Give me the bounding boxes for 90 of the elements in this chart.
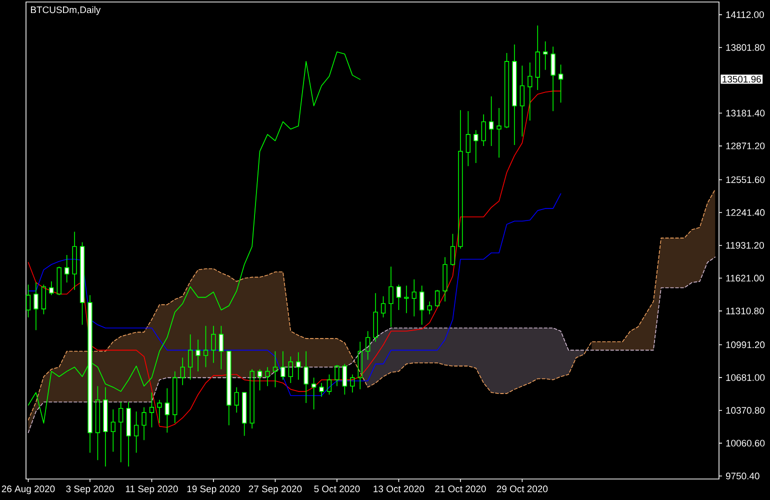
candlestick (196, 339, 200, 372)
candlestick (474, 130, 478, 164)
candlestick (134, 411, 139, 454)
candlestick (64, 254, 70, 283)
candlestick (80, 242, 85, 326)
y-tick-label: 10370.80 (726, 407, 765, 414)
y-tick-label: 10991.20 (726, 341, 765, 348)
candlestick (550, 46, 556, 112)
candlestick (504, 52, 510, 128)
x-tick-label: 21 Oct 2020 (435, 486, 486, 492)
candlestick (558, 64, 564, 104)
candlestick (95, 386, 100, 461)
candlestick (203, 325, 208, 368)
y-tick-label: 14112.00 (726, 11, 764, 18)
candlestick (420, 285, 424, 326)
candlestick (427, 301, 432, 315)
y-tick-label: 13801.80 (726, 44, 765, 51)
y-tick-label: 10681.00 (726, 374, 765, 381)
y-tick-label: 11931.20 (726, 242, 764, 249)
candlestick (226, 350, 232, 426)
candlestick (319, 382, 324, 398)
x-tick-label: 27 Sep 2020 (248, 486, 302, 494)
y-tick-label: 11621.00 (726, 274, 764, 282)
y-tick-label: 13181.40 (726, 110, 765, 116)
candlestick (404, 285, 409, 314)
candlestick (543, 40, 548, 70)
x-tick-label: 29 Oct 2020 (496, 486, 548, 492)
x-tick-label: 19 Sep 2020 (187, 486, 240, 494)
candlestick (466, 110, 470, 167)
candlestick (334, 364, 340, 387)
candlestick (450, 233, 456, 266)
candlestick (250, 368, 254, 429)
candlestick (288, 356, 293, 384)
candlestick (458, 110, 463, 250)
candlestick (110, 409, 116, 452)
candlestick (126, 402, 131, 467)
x-tick-label: 26 Aug 2020 (2, 486, 55, 494)
candlestick (280, 350, 286, 380)
candlestick (265, 366, 270, 387)
candlestick (211, 325, 216, 364)
candlestick (218, 325, 224, 370)
chart-title: BTCUSDm,Daily (30, 6, 101, 16)
candlestick (304, 350, 308, 404)
x-tick-label: 11 Sep 2020 (126, 486, 178, 494)
candlestick (49, 281, 54, 296)
candlestick (481, 114, 486, 146)
y-tick-label: 10060.60 (726, 440, 765, 447)
candlestick (103, 386, 108, 467)
candlestick (311, 377, 316, 410)
candlestick (528, 62, 532, 122)
y-tick-label: 12551.60 (726, 176, 765, 184)
candlestick (296, 352, 301, 380)
y-tick-label: 9750.40 (726, 472, 760, 480)
candlestick (188, 334, 193, 380)
y-tick-label: 11310.80 (726, 308, 764, 314)
candlestick (257, 368, 262, 391)
candlestick (388, 266, 394, 328)
x-tick-label: 13 Oct 2020 (374, 486, 424, 492)
candlestick (242, 392, 247, 436)
candlestick (180, 357, 185, 386)
candlestick (350, 374, 355, 393)
candlestick (380, 296, 386, 318)
y-tick-label: 12871.20 (726, 142, 765, 150)
x-tick-label: 3 Sep 2020 (66, 486, 114, 494)
candlestick (442, 256, 448, 302)
candlestick (272, 350, 278, 388)
candlestick (234, 386, 239, 413)
candlestick (72, 231, 77, 290)
candlestick (342, 364, 348, 395)
candlestick (26, 284, 31, 318)
candlestick (520, 65, 525, 137)
candlestick (118, 402, 124, 463)
candlestick (488, 96, 494, 146)
candlestick (373, 292, 378, 342)
candlestick (396, 284, 402, 310)
candlestick (157, 399, 162, 424)
candlestick (149, 392, 154, 428)
x-tick-label: 5 Oct 2020 (314, 486, 360, 492)
candlestick (535, 25, 540, 90)
candlestick (366, 330, 370, 360)
candlestick (412, 278, 416, 317)
candlestick (164, 388, 170, 434)
candlestick (142, 406, 146, 440)
candlestick (512, 44, 517, 146)
candlestick (496, 108, 502, 158)
candlestick (358, 341, 362, 390)
text: 13501.96 (722, 76, 761, 83)
candlestick (34, 282, 38, 330)
y-tick-label: 12241.40 (726, 209, 765, 216)
candlestick (172, 370, 178, 424)
